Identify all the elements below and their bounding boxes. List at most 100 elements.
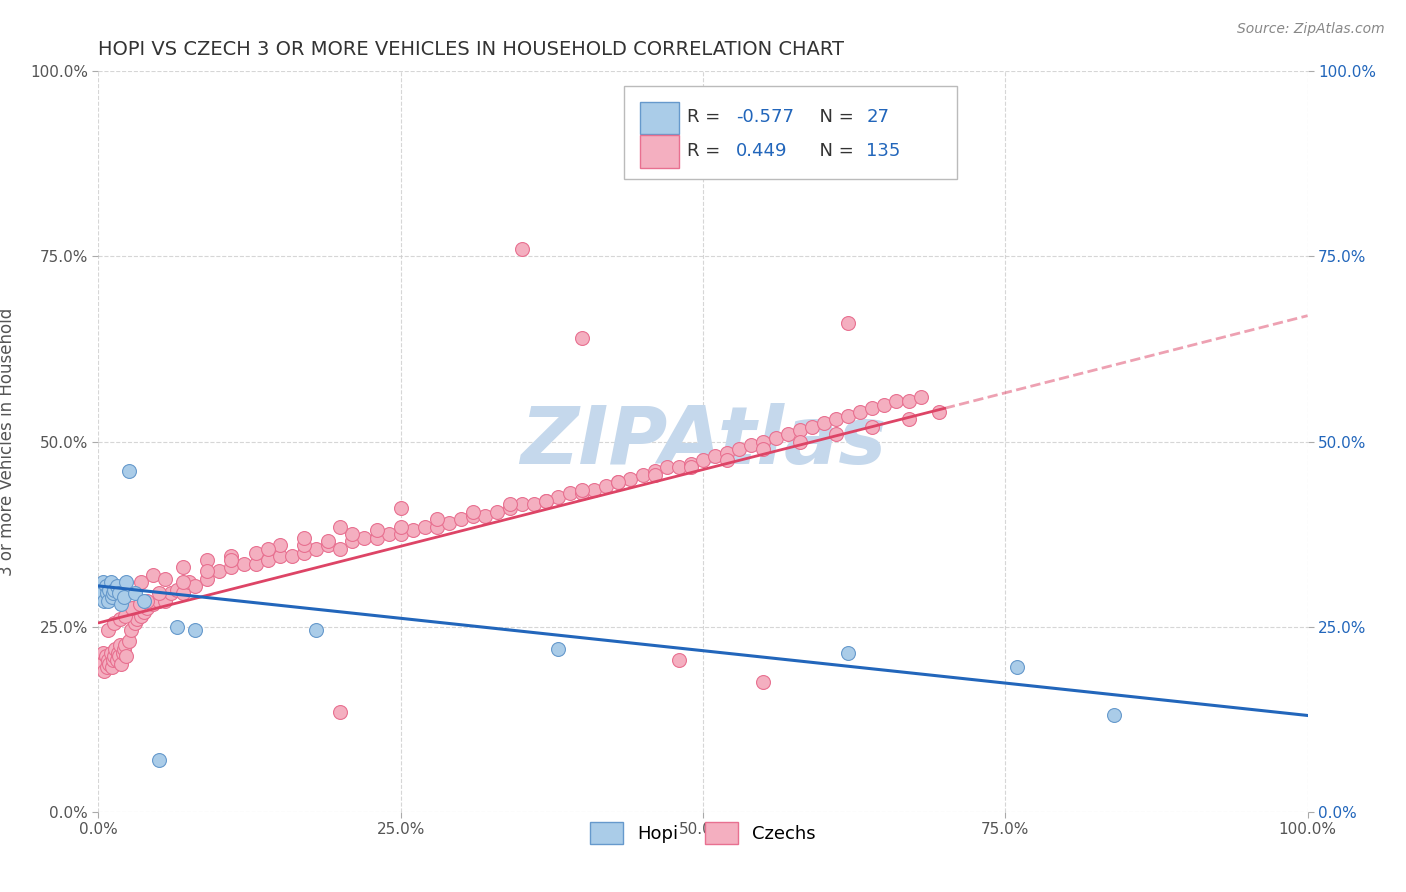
Point — [94, 579, 117, 593]
Point — [837, 316, 859, 330]
Point — [825, 412, 848, 426]
Point — [148, 753, 170, 767]
Point — [789, 424, 811, 438]
Point — [256, 541, 278, 556]
Point — [195, 553, 218, 567]
Point — [463, 508, 485, 523]
Point — [534, 493, 557, 508]
Point — [142, 567, 165, 582]
Point — [127, 612, 149, 626]
Point — [101, 586, 124, 600]
Point — [510, 242, 533, 256]
Point — [124, 615, 146, 630]
Point — [100, 590, 122, 604]
Point — [93, 664, 115, 678]
Point — [510, 498, 533, 512]
Point — [329, 541, 352, 556]
Point — [534, 493, 557, 508]
Point — [897, 393, 920, 408]
Point — [463, 505, 485, 519]
Point — [108, 586, 131, 600]
Point — [108, 638, 131, 652]
Point — [366, 524, 388, 538]
Point — [789, 434, 811, 449]
Point — [184, 579, 207, 593]
Point — [402, 524, 425, 538]
Point — [389, 519, 412, 533]
Point — [153, 572, 176, 586]
Point — [96, 586, 118, 600]
Point — [342, 527, 364, 541]
Point — [179, 575, 201, 590]
Point — [426, 512, 449, 526]
Point — [583, 483, 606, 497]
Point — [813, 416, 835, 430]
Point — [752, 434, 775, 449]
Point — [692, 453, 714, 467]
Text: -0.577: -0.577 — [735, 108, 793, 127]
Point — [118, 634, 141, 648]
Point — [93, 593, 115, 607]
Point — [860, 401, 883, 416]
Point — [195, 564, 218, 578]
Point — [97, 653, 120, 667]
FancyBboxPatch shape — [640, 102, 679, 135]
Point — [316, 534, 339, 549]
Y-axis label: 3 or more Vehicles in Household: 3 or more Vehicles in Household — [0, 308, 15, 575]
Point — [135, 601, 157, 615]
Point — [292, 538, 315, 552]
Point — [486, 505, 509, 519]
Point — [108, 612, 131, 626]
Point — [366, 531, 388, 545]
Text: N =: N = — [808, 108, 859, 127]
Point — [148, 586, 170, 600]
Point — [752, 442, 775, 456]
Point — [111, 646, 134, 660]
Text: 0.449: 0.449 — [735, 142, 787, 160]
Point — [305, 541, 328, 556]
Point — [716, 453, 738, 467]
Point — [221, 549, 243, 564]
Point — [97, 624, 120, 638]
Text: 27: 27 — [866, 108, 889, 127]
Point — [208, 564, 231, 578]
Point — [110, 598, 132, 612]
Point — [607, 475, 630, 490]
Point — [103, 615, 125, 630]
Point — [172, 575, 194, 590]
Point — [523, 498, 546, 512]
Point — [112, 590, 135, 604]
Point — [184, 624, 207, 638]
Point — [105, 653, 128, 667]
Point — [644, 467, 666, 482]
Point — [305, 624, 328, 638]
Point — [704, 450, 727, 464]
Point — [571, 486, 593, 500]
Point — [245, 557, 267, 571]
Point — [389, 527, 412, 541]
Point — [292, 531, 315, 545]
Point — [100, 660, 122, 674]
Point — [100, 575, 122, 590]
FancyBboxPatch shape — [640, 135, 679, 168]
Point — [172, 560, 194, 574]
Point — [668, 460, 690, 475]
Point — [121, 601, 143, 615]
Point — [897, 412, 920, 426]
Point — [679, 460, 702, 475]
Point — [631, 467, 654, 482]
Text: Source: ZipAtlas.com: Source: ZipAtlas.com — [1237, 22, 1385, 37]
Point — [114, 608, 136, 623]
Point — [910, 390, 932, 404]
Point — [166, 619, 188, 633]
Text: 135: 135 — [866, 142, 901, 160]
Point — [160, 586, 183, 600]
Point — [426, 519, 449, 533]
Point — [413, 519, 436, 533]
Point — [142, 598, 165, 612]
Point — [172, 586, 194, 600]
Point — [571, 331, 593, 345]
Point — [474, 508, 496, 523]
Point — [849, 405, 872, 419]
Legend: Hopi, Czechs: Hopi, Czechs — [583, 814, 823, 851]
